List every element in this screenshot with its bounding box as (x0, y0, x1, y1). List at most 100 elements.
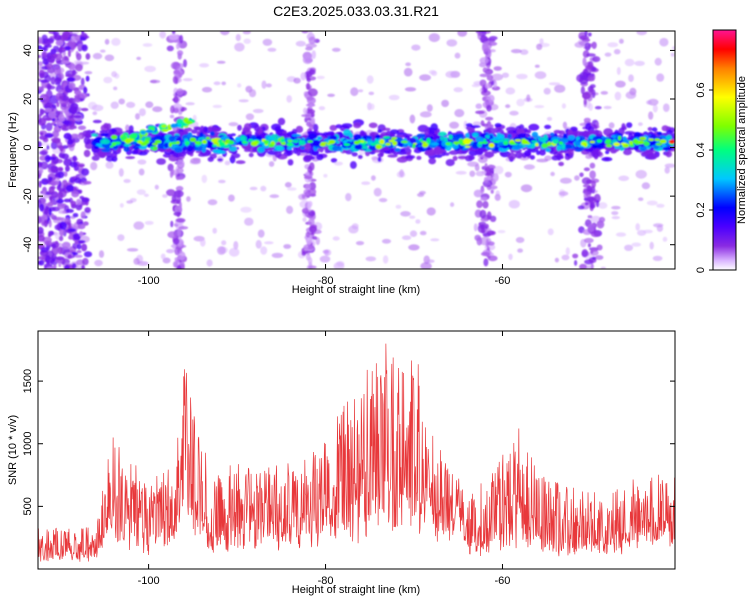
spectrogram-cell (507, 133, 512, 139)
spectrogram-cell (83, 180, 92, 185)
spectrogram-cell (589, 170, 596, 179)
spectrogram-cell (79, 231, 84, 237)
spectrogram-cell (255, 239, 262, 249)
spectrogram-cell (217, 246, 226, 255)
spectrogram-cell (308, 225, 317, 233)
spectrogram-cell (450, 202, 455, 207)
spectrogram-cell (191, 129, 198, 134)
spectrogram-cell (486, 175, 491, 181)
spectrogram-cell (671, 46, 675, 50)
spectrogram-cell (177, 251, 186, 261)
spectrogram-cell (541, 143, 549, 149)
spectrogram-cell (178, 111, 183, 115)
spectrogram-cell (638, 122, 643, 127)
spectrogram-cell (111, 142, 117, 147)
spectrogram-cell (350, 87, 359, 97)
spectrogram-cell (445, 144, 452, 151)
spectrogram-cell (92, 119, 102, 124)
spectrogram-cell (358, 149, 366, 156)
spectrogram-cell (137, 261, 149, 266)
spectrogram-cell (411, 44, 421, 51)
spectrogram-cell (543, 87, 551, 95)
spectrogram-cell (479, 209, 487, 219)
spectrogram-frame (37, 30, 676, 270)
spectrogram-cell (262, 38, 273, 46)
spectrogram-cell (46, 83, 52, 91)
spectrogram-cell (38, 260, 45, 266)
spectrogram-cell (199, 63, 210, 68)
spectrogram-cell (508, 253, 513, 260)
spectrogram-cell (624, 244, 634, 251)
spectrogram-cell (507, 152, 517, 160)
spectrogram-cell (70, 31, 80, 34)
spectrogram-cell (419, 111, 432, 118)
spectrogram-cell (159, 32, 166, 38)
spectrogram-cell (46, 266, 55, 269)
spectrogram-cell (361, 181, 371, 185)
spectrogram-cell (388, 94, 400, 101)
spectrogram-cell (170, 123, 178, 128)
spectrogram-cell (531, 140, 537, 143)
spectrogram-cell (144, 140, 150, 144)
spectrogram-cell (309, 149, 319, 156)
spectrogram-cell (82, 130, 91, 136)
spectrogram-cell (170, 61, 181, 70)
spectrogram-cell (516, 73, 528, 80)
spectrogram-cell (62, 241, 71, 249)
spectrogram-cell (513, 144, 523, 150)
spectrogram-cell (241, 141, 248, 144)
spectrogram-cell (591, 180, 596, 188)
spectrogram-cell (46, 145, 50, 150)
spectrogram-cell (534, 71, 547, 79)
spectrogram-cell (305, 237, 313, 245)
spectrogram-cell (39, 135, 48, 140)
spectrogram-cell (81, 243, 88, 252)
spectrogram-cell (478, 141, 485, 144)
spectrogram-cell (579, 172, 584, 178)
spectrogram-cell (67, 133, 72, 141)
spectrogram-cell (199, 132, 204, 138)
spectrogram-cell (554, 84, 566, 93)
spectrogram-cell (634, 60, 645, 66)
spectrogram-cell (249, 186, 258, 191)
snr-y-axis-title: SNR (10 * v/v) (7, 415, 19, 485)
spectrogram-cell (334, 161, 343, 166)
spectrogram-cell (357, 154, 363, 159)
spectrogram-cell (482, 200, 489, 209)
spectrogram-cell (419, 230, 427, 236)
spectrogram-cell (579, 71, 588, 81)
spectrogram-cell (304, 154, 314, 160)
spectrogram-cell (595, 199, 600, 208)
spectrogram-cell (173, 70, 180, 75)
spectrogram-cell (173, 211, 182, 216)
spectrogram-cell (170, 220, 174, 228)
spectrogram-cell (48, 176, 53, 181)
spectrogram-cell (176, 176, 184, 181)
spectrogram-cell (648, 138, 654, 142)
spectrogram-cell (366, 75, 374, 84)
spectrogram-cell (465, 145, 470, 148)
spectrogram-cell (303, 107, 308, 115)
spectrogram-cell (267, 47, 277, 52)
spectrogram-cell (455, 170, 467, 175)
spectrogram-cell (43, 219, 48, 228)
spectrogram-cell (307, 140, 314, 143)
snr-y-tick-label: 1000 (22, 431, 34, 455)
spectrogram-cell (565, 247, 570, 256)
spectrogram-cell (308, 211, 316, 217)
spectrogram-cell (584, 31, 588, 37)
spectrogram-cell (484, 172, 492, 177)
spectrogram-cell (274, 145, 284, 151)
spectrogram-cell (556, 145, 562, 152)
spectrogram-cell (482, 232, 491, 237)
spectrogram-cell (558, 161, 564, 167)
spectrogram-cell (304, 191, 311, 198)
spectrogram-cell (604, 52, 612, 57)
spectrogram-cell (287, 139, 293, 143)
spectrogram-cell (490, 124, 494, 128)
spectrogram-cell (176, 43, 180, 50)
spectrogram-cell (177, 152, 187, 157)
spectrogram-cell (216, 150, 226, 154)
colorbar-tick-label: 0 (695, 267, 707, 273)
spectrogram-cell (636, 31, 647, 36)
